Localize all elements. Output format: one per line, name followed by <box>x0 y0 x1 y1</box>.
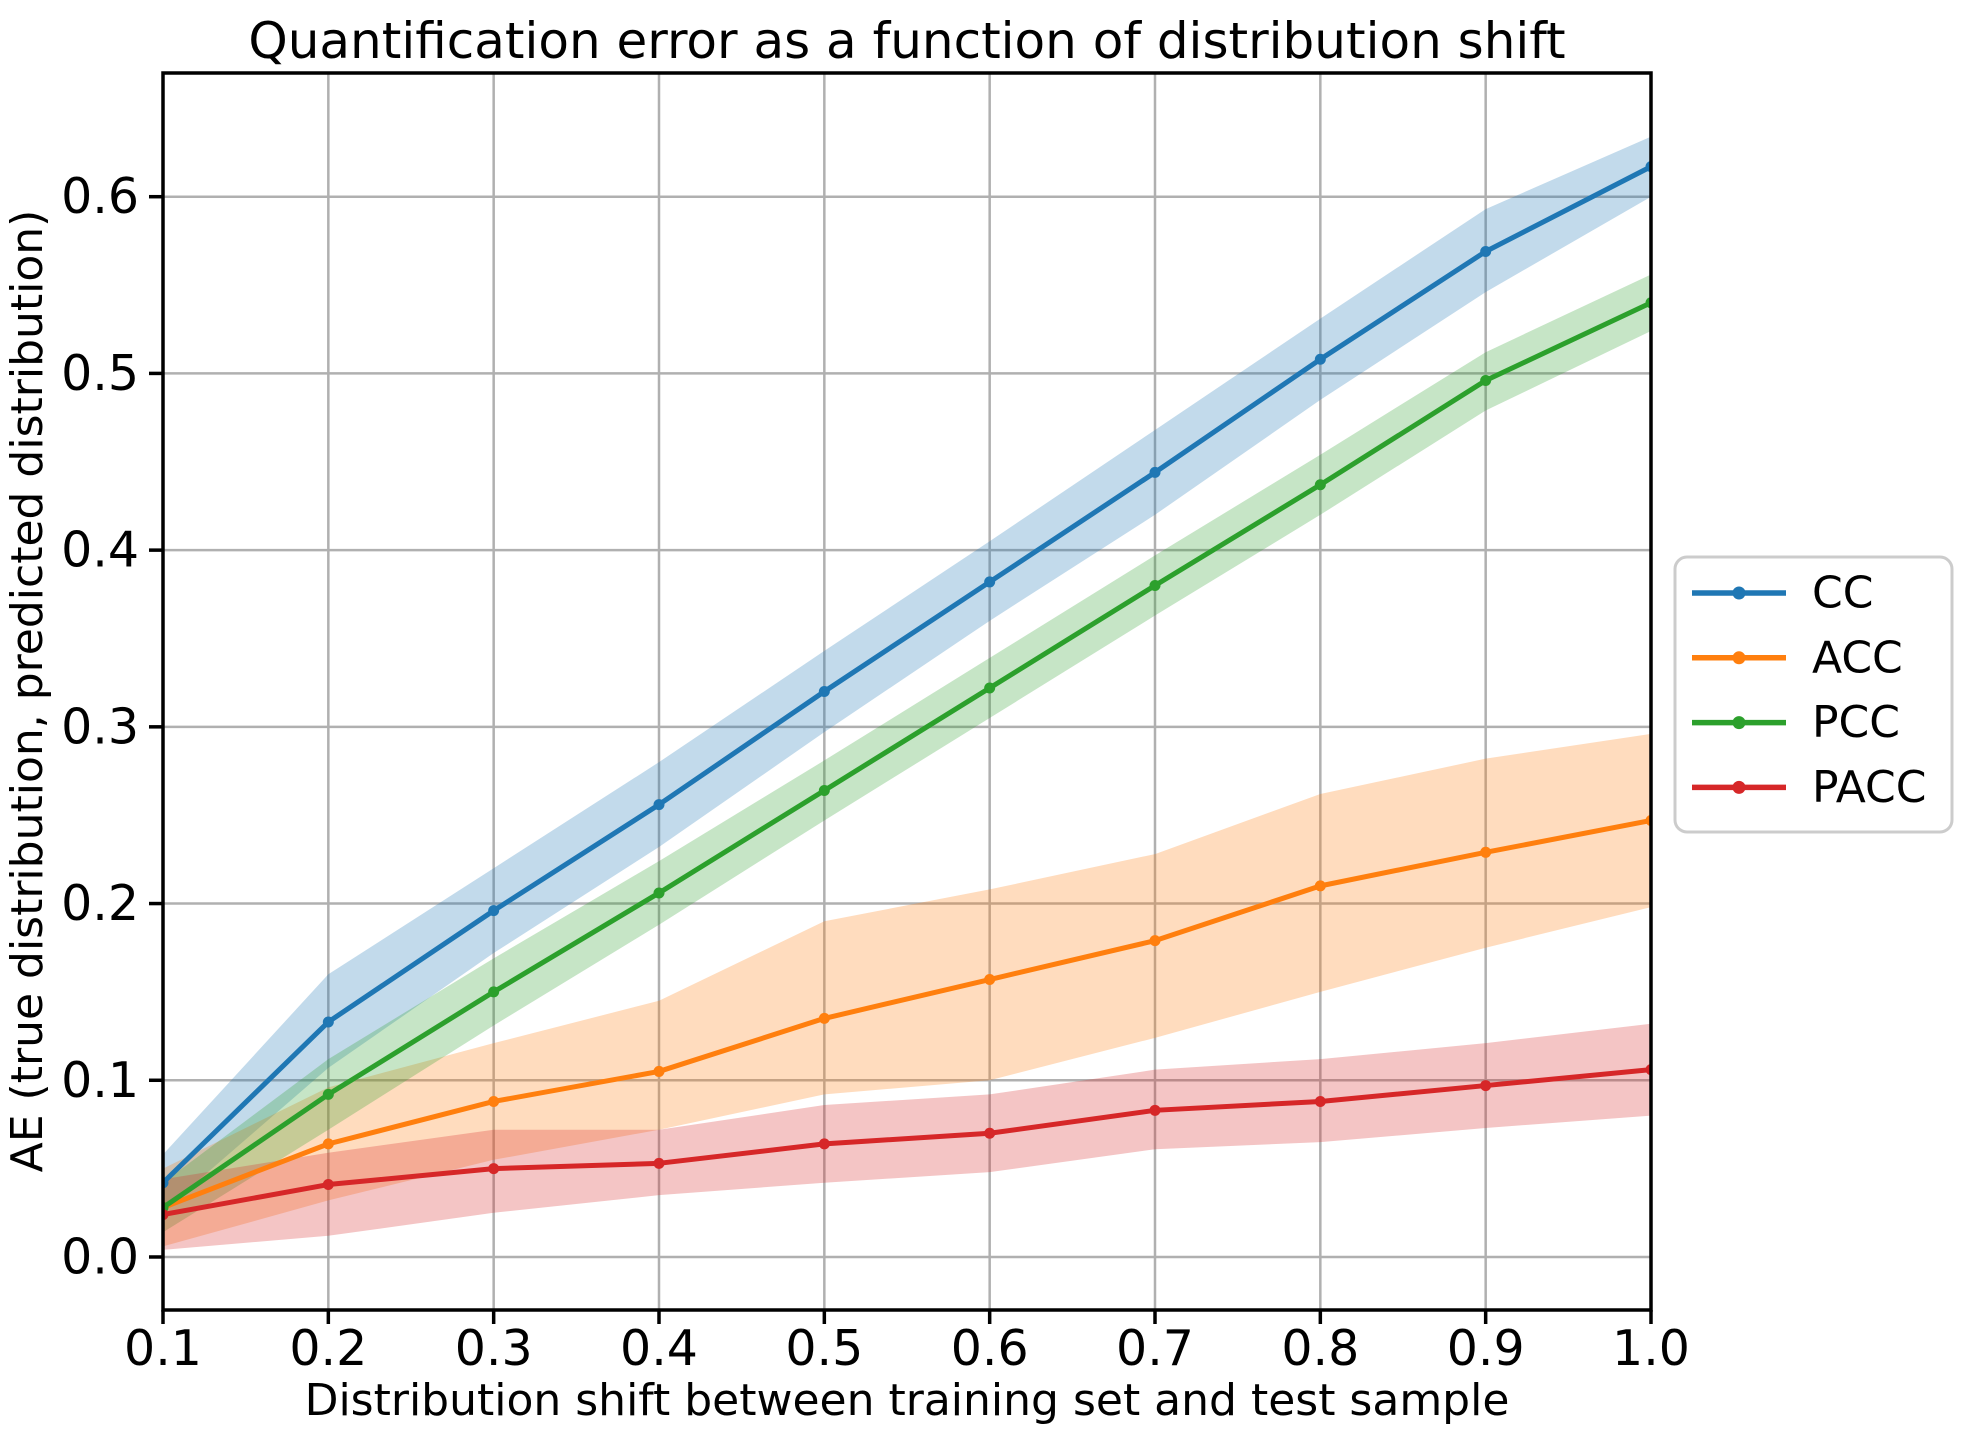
y-tick-label: 0.6 <box>61 168 139 225</box>
x-tick-label: 0.9 <box>1447 1320 1525 1377</box>
legend-marker <box>1732 651 1746 665</box>
series-line-PACC <box>163 1067 1651 1218</box>
tick-layer: 0.1 0.2 0.3 0.4 0.5 0.6 0.7 0.8 0.9 1.0 0.0 0.1 0.2 0… <box>61 168 1690 1377</box>
legend: CC ACC PCC PACC <box>1673 555 1954 834</box>
legend-box <box>1673 555 1954 834</box>
y-tick-label: 0.5 <box>61 345 139 402</box>
x-tick-label: 0.8 <box>1281 1320 1359 1377</box>
data-point-CC-0.8 <box>1314 353 1326 365</box>
x-tick-label: 0.5 <box>785 1320 863 1377</box>
data-point-CC-0.4 <box>653 799 665 811</box>
data-point-PCC-0.6 <box>984 682 996 694</box>
data-point-PACC-0.5 <box>818 1138 830 1150</box>
plot-frame <box>161 71 1653 1312</box>
x-tick-label: 0.6 <box>951 1320 1029 1377</box>
data-point-PCC-0.5 <box>818 784 830 796</box>
data-point-PCC-0.2 <box>322 1088 334 1100</box>
data-point-CC-0.2 <box>322 1016 334 1028</box>
legend-item-PACC: PACC <box>1692 762 1927 813</box>
legend-label: PACC <box>1812 762 1927 813</box>
x-tick-label: 0.7 <box>1116 1320 1194 1377</box>
data-point-ACC-0.7 <box>1149 935 1161 947</box>
y-tick-label: 0.2 <box>61 875 139 932</box>
data-point-CC-0.9 <box>1480 245 1492 257</box>
confidence-bands-layer <box>163 136 1651 1250</box>
legend-item-ACC: ACC <box>1692 632 1903 683</box>
data-point-CC-0.5 <box>818 686 830 697</box>
data-point-PCC-0.8 <box>1314 479 1326 491</box>
data-point-PACC-0.6 <box>984 1127 996 1139</box>
x-tick-label: 0.2 <box>289 1320 367 1377</box>
legend-item-CC: CC <box>1692 568 1873 619</box>
series-line-CC <box>163 164 1651 1186</box>
y-tick-label: 0.3 <box>61 698 139 755</box>
data-point-PCC-0.7 <box>1149 579 1161 591</box>
data-point-CC-0.7 <box>1149 466 1161 478</box>
data-point-ACC-0.6 <box>984 974 996 986</box>
data-point-PACC-0.8 <box>1314 1095 1326 1107</box>
data-point-PCC-0.3 <box>488 986 500 998</box>
data-point-PACC-0.7 <box>1149 1104 1161 1116</box>
confidence-band-ACC <box>163 733 1651 1247</box>
data-point-CC-0.3 <box>488 905 500 917</box>
confidence-band-PCC <box>163 274 1651 1233</box>
data-point-PACC-0.9 <box>1480 1080 1492 1092</box>
x-tick-label: 1.0 <box>1612 1320 1690 1377</box>
y-tick-label: 0.0 <box>61 1228 139 1285</box>
data-point-ACC-0.3 <box>488 1095 500 1107</box>
x-tick-label: 0.4 <box>620 1320 698 1377</box>
data-point-PACC-0.2 <box>322 1179 334 1191</box>
data-point-ACC-0.5 <box>818 1012 830 1024</box>
series-lines-layer <box>163 161 1651 1221</box>
y-tick-label: 0.4 <box>61 522 139 579</box>
data-point-ACC-0.9 <box>1480 846 1492 858</box>
series-line-ACC <box>163 818 1651 1211</box>
data-point-ACC-0.4 <box>653 1065 665 1077</box>
x-tick-label: 0.1 <box>124 1320 202 1377</box>
legend-marker <box>1732 586 1746 600</box>
legend-marker <box>1732 780 1746 794</box>
data-point-PCC-0.4 <box>653 887 665 899</box>
data-point-ACC-0.2 <box>322 1138 334 1150</box>
data-point-ACC-0.8 <box>1314 880 1326 892</box>
legend-label: CC <box>1812 568 1873 619</box>
x-tick-label: 0.3 <box>455 1320 533 1377</box>
data-point-CC-0.6 <box>984 576 996 588</box>
legend-label: PCC <box>1812 697 1900 748</box>
legend-label: ACC <box>1812 632 1903 683</box>
series-line-PCC <box>163 300 1651 1211</box>
data-point-PACC-0.4 <box>653 1157 665 1169</box>
y-axis-label: AE (true distribution, predicted distrib… <box>2 210 53 1173</box>
data-point-PACC-0.3 <box>488 1163 500 1175</box>
chart-title: Quantification error as a function of di… <box>248 12 1565 70</box>
legend-item-PCC: PCC <box>1692 697 1900 748</box>
data-point-PCC-0.9 <box>1480 374 1492 386</box>
x-axis-label: Distribution shift between training set … <box>305 1375 1510 1426</box>
confidence-band-CC <box>163 136 1651 1212</box>
legend-marker <box>1732 716 1746 730</box>
y-tick-label: 0.1 <box>61 1052 139 1109</box>
